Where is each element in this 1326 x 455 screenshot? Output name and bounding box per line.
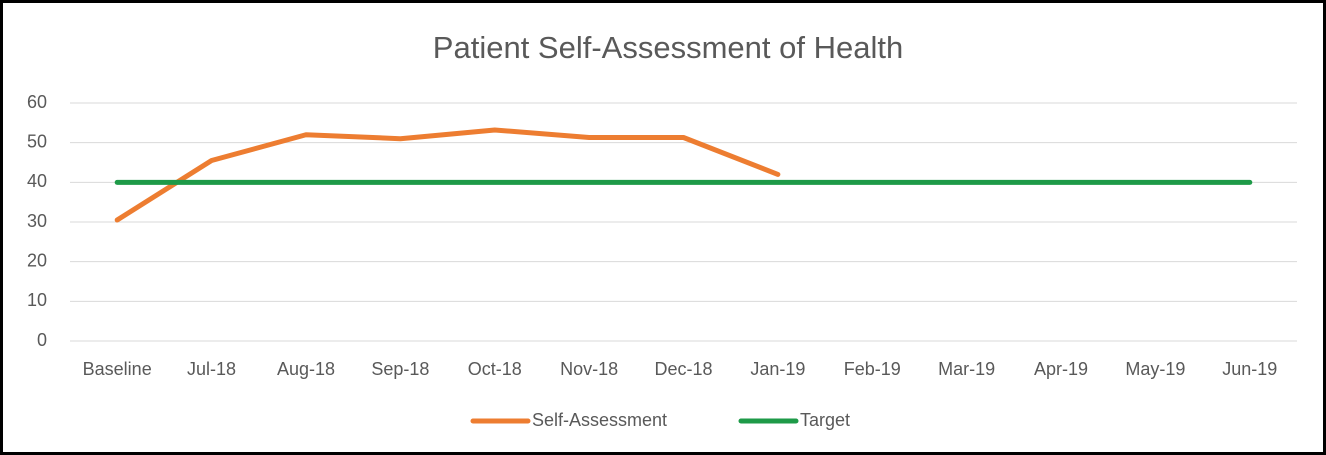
y-tick-label: 60 bbox=[27, 92, 47, 112]
y-tick-label: 20 bbox=[27, 250, 47, 270]
x-tick-label: Dec-18 bbox=[654, 359, 712, 379]
x-tick-label: Jul-18 bbox=[187, 359, 236, 379]
x-tick-label: Mar-19 bbox=[938, 359, 995, 379]
x-tick-label: Nov-18 bbox=[560, 359, 618, 379]
x-tick-label: Jun-19 bbox=[1222, 359, 1277, 379]
y-tick-label: 50 bbox=[27, 131, 47, 151]
y-tick-label: 0 bbox=[37, 330, 47, 350]
legend-label: Self-Assessment bbox=[532, 410, 667, 430]
legend-label: Target bbox=[800, 410, 850, 430]
x-tick-label: Baseline bbox=[83, 359, 152, 379]
x-tick-label: May-19 bbox=[1125, 359, 1185, 379]
x-tick-label: Oct-18 bbox=[468, 359, 522, 379]
x-tick-label: Jan-19 bbox=[750, 359, 805, 379]
series-line bbox=[114, 127, 781, 223]
chart-title: Patient Self-Assessment of Health bbox=[433, 30, 903, 65]
x-tick-label: Sep-18 bbox=[371, 359, 429, 379]
x-tick-label: Apr-19 bbox=[1034, 359, 1088, 379]
x-tick-label: Feb-19 bbox=[844, 359, 901, 379]
y-tick-label: 30 bbox=[27, 211, 47, 231]
y-tick-label: 40 bbox=[27, 171, 47, 191]
y-tick-label: 10 bbox=[27, 290, 47, 310]
x-tick-label: Aug-18 bbox=[277, 359, 335, 379]
